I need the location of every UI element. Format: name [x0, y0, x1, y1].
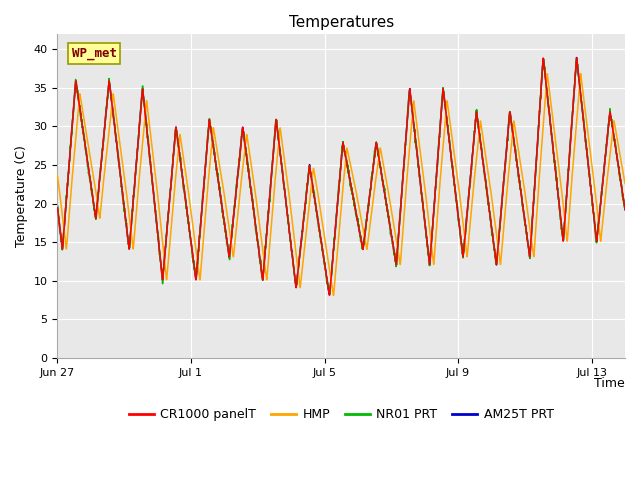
Title: Temperatures: Temperatures — [289, 15, 394, 30]
Text: Time: Time — [595, 377, 625, 390]
Y-axis label: Temperature (C): Temperature (C) — [15, 145, 28, 247]
Text: WP_met: WP_met — [72, 47, 116, 60]
Legend: CR1000 panelT, HMP, NR01 PRT, AM25T PRT: CR1000 panelT, HMP, NR01 PRT, AM25T PRT — [124, 403, 559, 426]
